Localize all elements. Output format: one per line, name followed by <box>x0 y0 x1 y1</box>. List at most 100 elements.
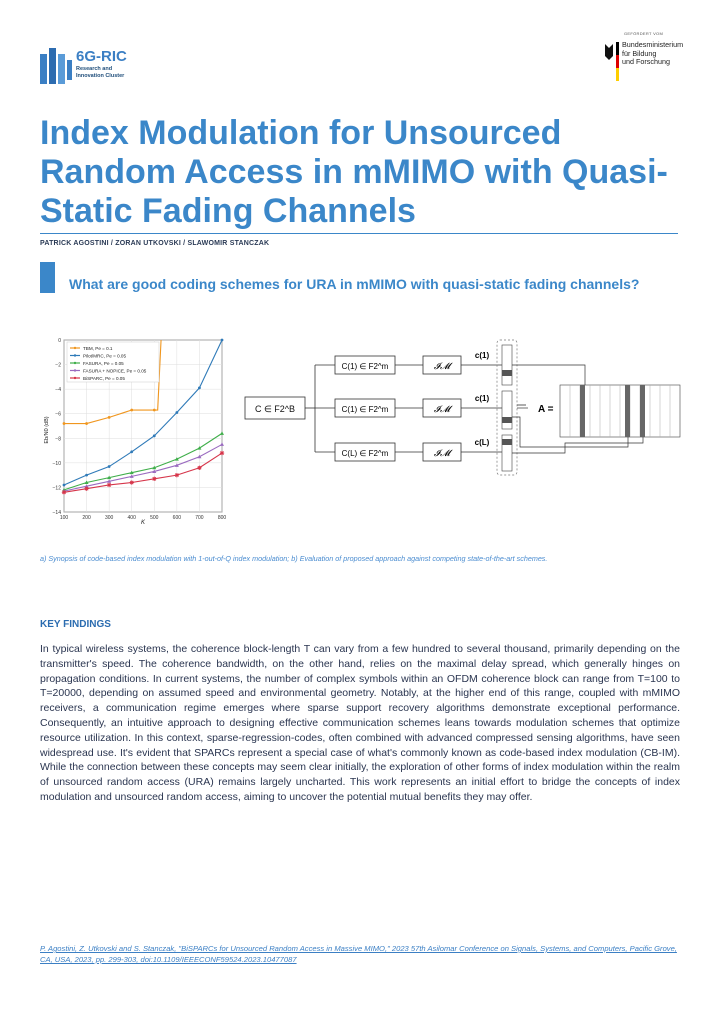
series-point <box>197 465 202 470</box>
series-point <box>175 411 179 414</box>
im-label-3: 𝓘𝓜 <box>434 448 453 458</box>
series-point <box>152 476 157 482</box>
series-point <box>129 480 134 485</box>
page-title: Index Modulation for Unsourced Random Ac… <box>40 114 668 230</box>
series-point <box>174 457 179 461</box>
ministry-line1: Bundesministerium <box>622 40 684 49</box>
key-findings-text: In typical wireless systems, the coheren… <box>40 643 680 803</box>
series-point <box>220 338 224 342</box>
legend-marker <box>73 369 77 372</box>
key-findings-heading: KEY FINDINGS <box>40 619 111 630</box>
series-point <box>130 408 134 412</box>
legend-label: FASURA + NOPICE, Pe = 0.05 <box>83 368 147 373</box>
series-point <box>197 446 202 450</box>
series-line-3 <box>63 443 223 492</box>
series-point <box>130 450 134 454</box>
ministry-name: Bundesministerium für Bildung und Forsch… <box>622 40 684 67</box>
series-point <box>84 480 89 485</box>
x-tick-label: 300 <box>105 515 114 521</box>
series-point <box>219 450 225 456</box>
figure: 0 −2 −4 −6 −8 −10 −12 −14 100 200 300 400 500 600 700… <box>44 338 681 525</box>
y-tick-label: −10 <box>53 461 62 467</box>
series-line-4 <box>63 452 223 493</box>
y-tick-label: −2 <box>55 363 61 369</box>
logo-subtitle-line1: Research and <box>76 66 113 72</box>
series-point <box>107 479 112 483</box>
chart-x-ticks: 100 200 300 400 500 600 700 800 <box>60 515 227 521</box>
legend-marker <box>73 354 77 357</box>
legend-label: Pilot/MRC, Pe = 0.05 <box>83 353 126 358</box>
codeword-label-1: c(1) <box>475 351 490 360</box>
x-tick-label: 700 <box>195 515 204 521</box>
encoder-label-2: C(1) ∈ F2^m <box>342 405 389 414</box>
figure-caption: a) Synopsis of code-based index modulati… <box>40 554 548 563</box>
series-point <box>220 442 224 446</box>
series-point <box>129 470 134 475</box>
y-tick-label: −12 <box>53 485 62 491</box>
series-point <box>107 475 112 480</box>
ministry-line2: für Bildung <box>622 48 657 58</box>
series-point <box>220 431 224 435</box>
chart-x-label: K <box>141 520 146 525</box>
x-tick-label: 400 <box>128 515 137 521</box>
matrix-a <box>559 384 681 438</box>
series-point <box>85 473 88 477</box>
legend-marker <box>73 346 77 350</box>
im-label-1: 𝓘𝓜 <box>434 361 453 371</box>
x-tick-label: 100 <box>60 515 69 521</box>
legend-label: TBM, Pe = 0.1 <box>83 346 113 351</box>
logo-subtitle-line2: Innovation Cluster <box>76 73 125 79</box>
encoder-label-1: C(1) ∈ F2^m <box>342 362 389 371</box>
legend-marker <box>73 376 77 380</box>
series-point <box>61 490 67 495</box>
ministry-line3: und Forschung <box>622 57 670 66</box>
legend-label: BiSPARC, Pe = 0.05 <box>83 376 125 381</box>
chart-series <box>61 338 225 495</box>
matrix-label: A = <box>538 404 554 415</box>
encoder-label-3: C(L) ∈ F2^m <box>342 449 389 458</box>
series-point <box>84 484 89 488</box>
input-block-label: C ∈ F2^B <box>255 404 295 414</box>
series-point <box>152 465 157 470</box>
series-line-1 <box>63 339 223 486</box>
series-point <box>198 386 201 390</box>
y-tick-label: −8 <box>55 436 61 442</box>
logo-name: 6G-RIC <box>76 48 127 65</box>
codeword-label-3: c(L) <box>475 438 490 447</box>
chart-y-label: Eb/N0 (dB) <box>44 416 50 443</box>
x-tick-label: 600 <box>173 515 182 521</box>
6g-ric-logo-icon <box>40 48 72 84</box>
series-point <box>129 474 134 478</box>
series-point <box>107 465 111 468</box>
x-tick-label: 200 <box>82 515 91 521</box>
reference-link[interactable]: P. Agostini, Z. Utkovski and S. Stanczak… <box>40 944 677 964</box>
chart-legend: TBM, Pe = 0.1 Pilot/MRC, Pe = 0.05 FASURA,… <box>66 341 160 383</box>
federal-eagle-icon <box>605 42 619 81</box>
authors: PATRICK AGOSTINI / ZORAN UTKOVSKI / SLAW… <box>40 240 270 247</box>
series-line-2 <box>63 432 223 491</box>
codeword-vector-2 <box>501 390 513 430</box>
codeword-vector-1 <box>501 344 513 386</box>
series-point <box>106 482 112 488</box>
series-point <box>84 486 89 491</box>
series-point <box>62 422 66 425</box>
y-tick-label: −4 <box>55 387 61 393</box>
series-point <box>85 422 88 425</box>
im-label-2: 𝓘𝓜 <box>434 404 453 414</box>
series-point <box>152 469 157 473</box>
question-accent-bar <box>40 262 55 293</box>
funding-note: GEFÖRDERT VOM <box>624 31 664 36</box>
research-question: What are good coding schemes for URA in … <box>69 276 640 292</box>
series-point <box>152 434 156 438</box>
series-point <box>197 454 202 459</box>
codeword-vector-3 <box>501 434 513 472</box>
performance-chart: 0 −2 −4 −6 −8 −10 −12 −14 100 200 300 400 500 600 700… <box>44 338 226 525</box>
chart-y-ticks: 0 −2 −4 −6 −8 −10 −12 −14 <box>53 338 62 516</box>
legend-label: FASURA, Pe = 0.05 <box>83 361 124 366</box>
y-tick-label: −14 <box>53 510 62 516</box>
series-point <box>174 463 179 467</box>
x-tick-label: 500 <box>150 515 159 521</box>
y-tick-label: 0 <box>58 338 61 344</box>
legend-box <box>66 341 160 383</box>
y-tick-label: −6 <box>55 412 61 418</box>
